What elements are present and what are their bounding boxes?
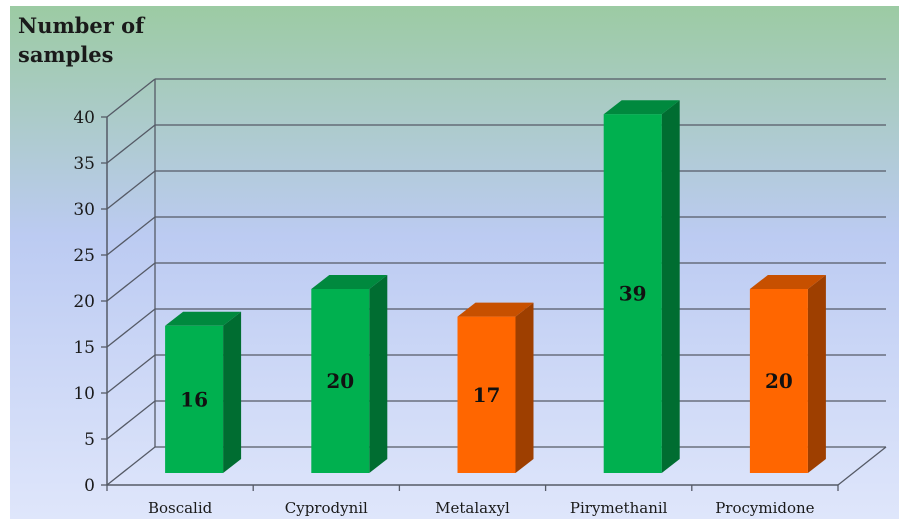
bar-front — [749, 289, 808, 473]
category-label: Cyprodynil — [285, 499, 368, 517]
bar-top — [603, 100, 680, 115]
y-tick-label: 10 — [73, 384, 95, 404]
y-tick-label: 15 — [73, 338, 95, 358]
bar-top — [165, 311, 242, 326]
bar-side — [369, 275, 388, 473]
y-tick-labels: 0 5 10 15 20 25 30 35 40 — [73, 108, 95, 496]
category-label: Metalaxyl — [435, 499, 510, 517]
bar-top — [457, 302, 534, 317]
category-label: Pirymethanil — [570, 499, 668, 517]
y-tick-label: 30 — [73, 200, 95, 220]
y-tick-label: 5 — [84, 430, 95, 450]
bar-cyprodynil: 20 — [311, 275, 388, 473]
bar-boscalid: 16 — [165, 311, 242, 473]
bars: 16 20 17 39 20 — [165, 100, 826, 473]
bar-pirymethanil: 39 — [603, 100, 680, 473]
gridline-depth — [106, 170, 156, 210]
gridline-depth — [106, 78, 156, 118]
axes — [101, 116, 839, 491]
gridline-depth — [106, 354, 156, 394]
category-label: Procymidone — [715, 499, 814, 517]
bar-front — [603, 114, 662, 473]
bar-side — [223, 311, 242, 473]
bar-metalaxyl: 17 — [457, 302, 534, 473]
bar-side — [661, 100, 680, 473]
bar-front — [457, 316, 516, 473]
gridline-depth — [106, 216, 156, 256]
gridline-depth — [106, 308, 156, 348]
bar-side — [807, 275, 826, 473]
bar-value-label: 16 — [180, 387, 208, 411]
bar-value-label: 39 — [619, 282, 647, 306]
bar-value-label: 20 — [765, 369, 793, 393]
category-label: Boscalid — [148, 499, 213, 517]
category-labels: Boscalid Cyprodynil Metalaxyl Pirymethanil P… — [148, 499, 815, 517]
y-axis-title-line-2: samples — [18, 42, 114, 67]
bar-front — [165, 325, 224, 473]
bar-procymidone: 20 — [749, 275, 826, 473]
bar-value-label: 17 — [473, 383, 501, 407]
y-tick-label: 0 — [84, 476, 95, 496]
y-tick-label: 20 — [73, 292, 95, 312]
gridline-depth — [106, 446, 156, 486]
gridline-depth — [106, 124, 156, 164]
bar-front — [311, 289, 370, 473]
floor-right-edge — [837, 446, 887, 486]
y-tick-label: 25 — [73, 246, 95, 266]
y-tick-label: 40 — [73, 108, 95, 128]
gridline-depth — [106, 400, 156, 440]
bar-top — [311, 275, 388, 289]
bar-value-label: 20 — [326, 369, 354, 393]
y-tick-label: 35 — [73, 154, 95, 174]
gridline-depth — [106, 262, 156, 302]
bar-side — [515, 302, 534, 473]
y-axis-title-line-1: Number of — [18, 13, 146, 38]
bar-top — [749, 275, 826, 289]
